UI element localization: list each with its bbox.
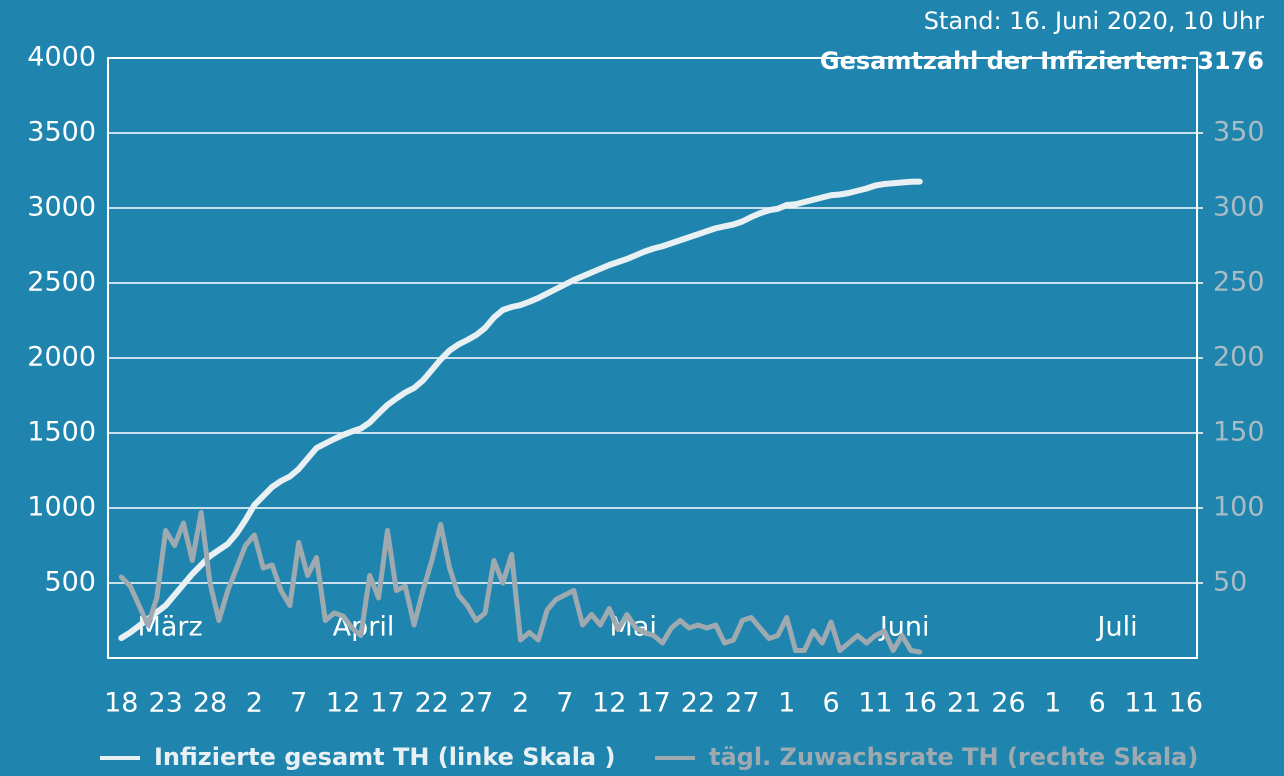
x-tick-label: 22 (681, 688, 715, 719)
x-tick-label: 7 (290, 688, 307, 719)
x-tick-label: 2 (246, 688, 263, 719)
x-tick-label: 16 (1169, 688, 1203, 719)
x-tick-label: 18 (104, 688, 138, 719)
y2-tick-label: 250 (1213, 267, 1265, 298)
y2-tick-label: 300 (1213, 192, 1265, 223)
x-tick-label: 17 (636, 688, 670, 719)
x-tick-label: 28 (193, 688, 227, 719)
y-tick-label: 500 (44, 567, 96, 598)
x-tick-label: 22 (415, 688, 449, 719)
y-tick-label: 2000 (27, 342, 96, 373)
y2-tick-label: 350 (1213, 117, 1265, 148)
y-tick-label: 1000 (27, 492, 96, 523)
background (0, 0, 1284, 776)
y-tick-label: 2500 (27, 267, 96, 298)
y-tick-label: 1500 (27, 417, 96, 448)
x-tick-label: 12 (326, 688, 360, 719)
x-tick-label: 27 (459, 688, 493, 719)
x-tick-label: 16 (903, 688, 937, 719)
x-tick-label: 6 (1089, 688, 1106, 719)
legend-label: tägl. Zuwachsrate TH (rechte Skala) (709, 743, 1198, 771)
y2-tick-label: 50 (1213, 567, 1247, 598)
x-tick-label: 27 (725, 688, 759, 719)
y-tick-label: 3500 (27, 117, 96, 148)
x-tick-label: 11 (858, 688, 892, 719)
chart: Stand: 16. Juni 2020, 10 Uhr Gesamtzahl … (0, 0, 1284, 776)
x-tick-label: 26 (991, 688, 1025, 719)
x-tick-label: 1 (1044, 688, 1061, 719)
x-tick-label: 1 (778, 688, 795, 719)
y-tick-label: 3000 (27, 192, 96, 223)
y2-tick-label: 100 (1213, 492, 1265, 523)
x-tick-label: 21 (947, 688, 981, 719)
chart-title: Stand: 16. Juni 2020, 10 Uhr (924, 7, 1264, 35)
x-tick-label: 11 (1124, 688, 1158, 719)
legend-label: Infizierte gesamt TH (linke Skala ) (154, 743, 615, 771)
x-tick-label: 2 (512, 688, 529, 719)
x-tick-label: 7 (556, 688, 573, 719)
y-tick-label: 4000 (27, 42, 96, 73)
x-tick-label: 6 (822, 688, 839, 719)
x-tick-label: 17 (370, 688, 404, 719)
x-tick-label: 23 (148, 688, 182, 719)
month-label: Juli (1096, 612, 1138, 643)
y2-tick-label: 150 (1213, 417, 1265, 448)
x-tick-label: 12 (592, 688, 626, 719)
y2-tick-label: 200 (1213, 342, 1265, 373)
